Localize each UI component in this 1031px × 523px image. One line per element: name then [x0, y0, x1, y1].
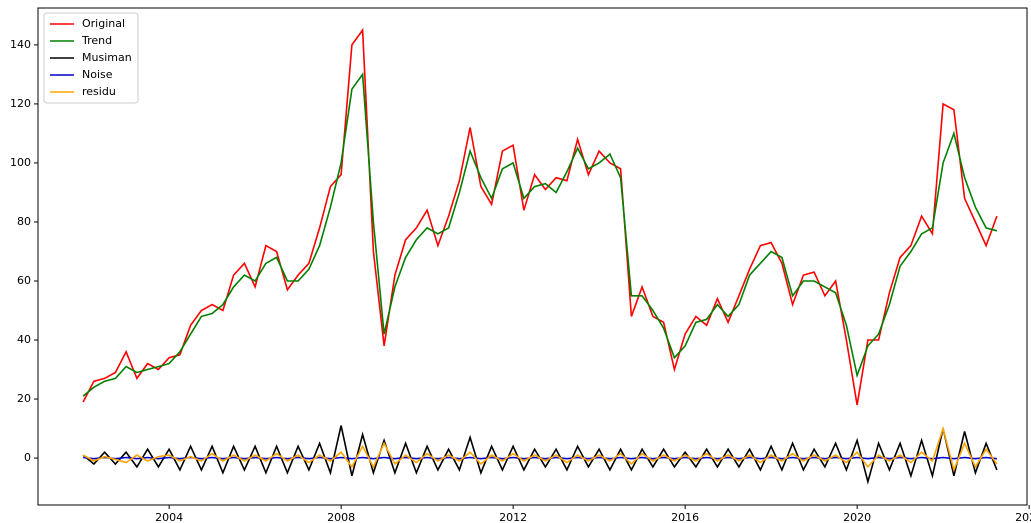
- x-tick-label: 2016: [671, 511, 699, 523]
- x-tick-label: 2012: [499, 511, 527, 523]
- legend-label: Trend: [81, 34, 112, 47]
- x-tick-label: 2020: [843, 511, 871, 523]
- plot-frame: [37, 7, 1028, 506]
- x-tick-label: 2024: [1015, 511, 1031, 523]
- legend-label: Musiman: [82, 51, 132, 64]
- legend-box: [43, 12, 139, 104]
- y-tick-label: 40: [17, 333, 31, 346]
- x-tick-label: 2004: [155, 511, 183, 523]
- y-tick-label: 60: [17, 274, 31, 287]
- series-line: [82, 72, 998, 397]
- series-line: [82, 425, 998, 473]
- legend-label: residu: [82, 85, 116, 98]
- y-tick-label: 20: [17, 392, 31, 405]
- y-tick-label: 120: [10, 97, 31, 110]
- x-tick-label: 2008: [327, 511, 355, 523]
- series-line: [82, 425, 998, 485]
- series-line: [82, 27, 998, 406]
- y-tick-label: 0: [24, 451, 31, 464]
- legend-label: Noise: [82, 68, 113, 81]
- legend-label: Original: [82, 17, 125, 30]
- y-tick-label: 80: [17, 215, 31, 228]
- y-tick-label: 140: [10, 38, 31, 51]
- y-tick-label: 100: [10, 156, 31, 169]
